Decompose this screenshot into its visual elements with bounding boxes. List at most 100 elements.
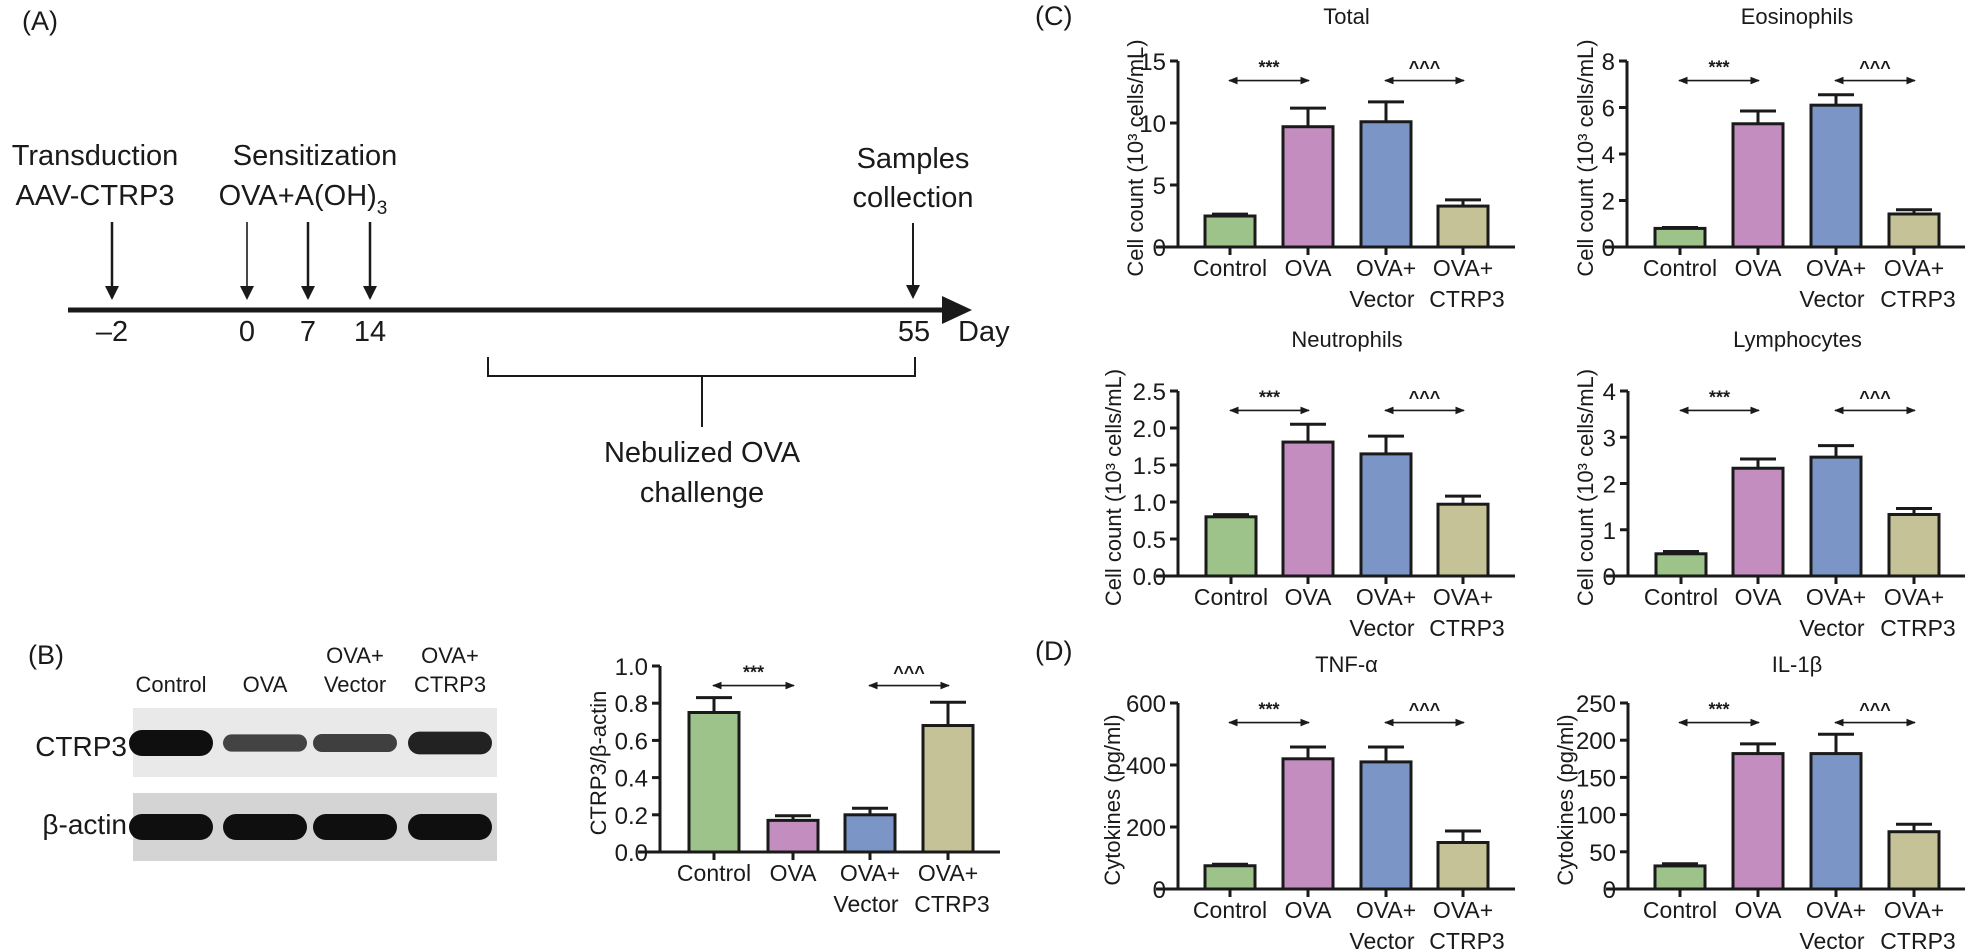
bar-ova xyxy=(1731,466,1785,578)
x-tick-label-line2: CTRP3 xyxy=(1880,928,1955,952)
significance-label: ^^^ xyxy=(893,663,925,683)
y-tick-label: 0 xyxy=(1603,877,1616,904)
y-tick-label: 1 xyxy=(1603,518,1616,545)
y-tick-label: 200 xyxy=(1126,815,1166,842)
y-axis-title: Cytokines (pg/ml) xyxy=(1553,714,1578,885)
significance-label: ^^^ xyxy=(1859,387,1891,407)
blot-row-label-ctrp3: CTRP3 xyxy=(35,731,127,762)
significance-label: *** xyxy=(1708,700,1729,720)
x-tick-label-line2: CTRP3 xyxy=(1429,928,1504,952)
day-label-14: 14 xyxy=(354,316,386,348)
challenge-label-line2: challenge xyxy=(640,477,764,509)
event-samples-title: Samples xyxy=(857,143,970,175)
y-tick-label: 0 xyxy=(1153,877,1166,904)
day-label-55: 55 xyxy=(898,316,930,348)
bar-ctrp3 xyxy=(921,724,975,854)
bar-vector xyxy=(1359,452,1413,578)
bar-ova xyxy=(1281,757,1335,891)
blot-band-beta-actin-2 xyxy=(223,814,307,840)
y-tick-label: 400 xyxy=(1126,753,1166,780)
y-tick-label: 0.5 xyxy=(1133,527,1166,554)
y-tick-label: 2 xyxy=(1603,472,1616,499)
x-tick-label: OVA+ xyxy=(918,860,978,886)
event-sensitization-title: Sensitization xyxy=(233,140,397,172)
x-tick-label: OVA+ xyxy=(1884,897,1944,923)
event-arrows xyxy=(105,222,920,300)
x-tick-label-line2: CTRP3 xyxy=(1880,615,1955,641)
y-tick-label: 2.5 xyxy=(1133,379,1166,406)
blot-band-beta-actin-1 xyxy=(129,814,213,840)
arrowhead-day-0 xyxy=(240,286,254,300)
y-tick-label: 0.6 xyxy=(615,728,648,755)
x-tick-label: OVA xyxy=(770,860,818,886)
panel-label-d: (D) xyxy=(1035,636,1072,666)
significance-label: ^^^ xyxy=(1409,387,1441,407)
y-tick-label: 4 xyxy=(1603,379,1616,406)
x-tick-label: OVA+ xyxy=(1806,897,1866,923)
bar-ova xyxy=(1281,125,1335,249)
x-tick-label: OVA+ xyxy=(1356,255,1416,281)
significance-label: ^^^ xyxy=(1409,58,1441,78)
bar-vector xyxy=(1809,455,1863,578)
blot-col-4-line1: OVA+ xyxy=(421,643,479,668)
bar-ctrp3 xyxy=(1436,841,1490,891)
y-tick-label: 0 xyxy=(1153,235,1166,262)
x-tick-label: Control xyxy=(1643,897,1717,923)
day-label-0: 0 xyxy=(239,316,255,348)
bar-vector xyxy=(1359,120,1413,249)
y-axis-title: Cell count (10³ cells/mL) xyxy=(1101,369,1126,606)
significance-label: *** xyxy=(1709,387,1730,407)
x-tick-label: OVA xyxy=(1735,255,1783,281)
chart-title: TNF-α xyxy=(1315,652,1378,677)
blot-band-beta-actin-3 xyxy=(313,814,397,840)
x-tick-label: OVA+ xyxy=(1356,584,1416,610)
y-tick-label: 0.0 xyxy=(1133,564,1166,591)
y-tick-label: 3 xyxy=(1603,425,1616,452)
x-tick-label: OVA+ xyxy=(1884,255,1944,281)
x-tick-label: Control xyxy=(1194,584,1268,610)
event-transduction-agent: AAV-CTRP3 xyxy=(15,180,174,212)
chart-eosinophils: Eosinophils Cell count (10³ cells/mL) 0 2 4 6… xyxy=(1573,4,1965,312)
chart-tnf-alpha: TNF-α Cytokines (pg/ml) 0 200 400 600 Control O… xyxy=(1100,652,1515,952)
arrowhead-day-minus2 xyxy=(105,286,119,300)
bar-ova xyxy=(1731,122,1785,249)
chart-title: IL-1β xyxy=(1772,652,1823,677)
blot-band-beta-actin-4 xyxy=(408,814,492,840)
y-tick-label: 5 xyxy=(1153,173,1166,200)
y-tick-label: 0.2 xyxy=(615,803,648,830)
y-tick-label: 2 xyxy=(1602,189,1615,216)
bar-ctrp3 xyxy=(1436,502,1490,578)
x-tick-label-line2: CTRP3 xyxy=(914,891,989,917)
y-tick-label: 250 xyxy=(1576,691,1616,718)
bar-ctrp3 xyxy=(1887,212,1941,249)
bar-ova xyxy=(1731,752,1785,891)
x-tick-label: OVA xyxy=(1735,897,1783,923)
day-axis-unit: Day xyxy=(958,316,1010,348)
x-tick-label: OVA+ xyxy=(1356,897,1416,923)
blot-bands xyxy=(129,730,492,840)
y-tick-label: 200 xyxy=(1576,728,1616,755)
chart-il-1beta: IL-1β Cytokines (pg/ml) 0 50 100 150 200 250 Con… xyxy=(1553,652,1965,952)
bar-control xyxy=(1653,226,1707,249)
bar-control xyxy=(1653,864,1707,891)
bar-control xyxy=(1204,515,1258,578)
y-tick-label: 2.0 xyxy=(1133,416,1166,443)
y-axis-title: CTRP3/β-actin xyxy=(586,691,611,836)
event-transduction-title: Transduction xyxy=(12,140,179,172)
blot-band-ctrp3-1 xyxy=(129,730,213,756)
y-tick-label: 4 xyxy=(1602,142,1615,169)
x-tick-label: Control xyxy=(1193,255,1267,281)
y-tick-label: 0 xyxy=(1602,235,1615,262)
day-label-7: 7 xyxy=(300,316,316,348)
x-tick-label: OVA+ xyxy=(1433,897,1493,923)
panel-label-b: (B) xyxy=(28,640,64,670)
chart-title: Eosinophils xyxy=(1741,4,1854,29)
significance-label: ^^^ xyxy=(1859,58,1891,78)
y-tick-label: 6 xyxy=(1602,96,1615,123)
x-tick-label: OVA+ xyxy=(1433,584,1493,610)
y-tick-label: 0 xyxy=(1603,564,1616,591)
bar-vector xyxy=(1809,752,1863,891)
x-tick-label: OVA+ xyxy=(1806,584,1866,610)
x-tick-label-line2: Vector xyxy=(1799,286,1865,312)
